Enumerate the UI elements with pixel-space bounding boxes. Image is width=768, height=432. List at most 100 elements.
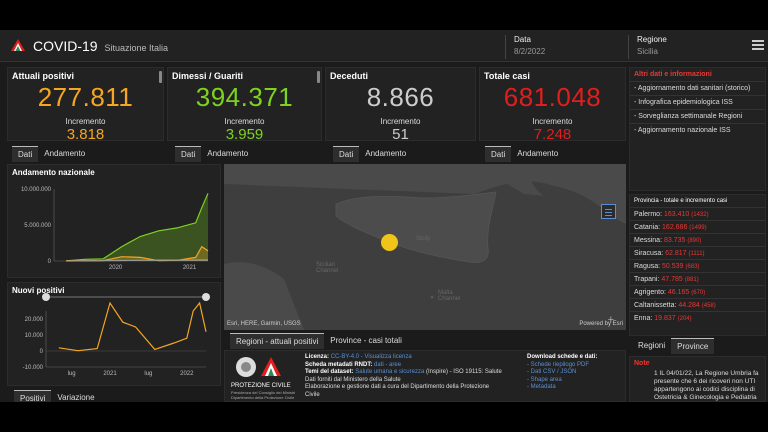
kpi-totale-casi: Totale casi 681.048 Incremento 7.248 [479,67,626,143]
tab-andamento[interactable]: Andamento [201,146,255,162]
protezione-civile-sub1: Presidenza del Consiglio dei Ministri [231,390,296,395]
link-aggiornamento-dati[interactable]: - Aggiornamento dati sanitari (storico) [630,81,765,95]
series-area [66,193,208,261]
kpi-value: 277.811 [37,82,134,112]
province-row: Trapani: 47.785 (881) [630,272,765,285]
zoom-in-button[interactable]: + [607,314,614,326]
metadati-link[interactable]: dati - aree [374,361,402,368]
tab-dati[interactable]: Dati [485,146,512,162]
tab-regioni-attuali-positivi[interactable]: Regioni - attuali positivi [230,333,325,349]
protezione-civile-sub2: Dipartimento della Protezione Civile [231,395,295,400]
map-tabs: Regioni - attuali positivi Province - ca… [230,333,408,349]
tab-andamento[interactable]: Andamento [38,146,92,162]
tab-andamento[interactable]: Andamento [511,146,565,162]
footer-info: PROTEZIONE CIVILE Presidenza del Consigl… [224,350,626,402]
download-link-metadata[interactable]: - Metadata [527,384,556,391]
tab-regioni[interactable]: Regioni [632,338,672,354]
kpi-increment: 51 [392,126,409,143]
link-infografica-iss[interactable]: - Infografica epidemiologica ISS [630,95,765,109]
scrollbar[interactable] [317,71,320,83]
tab-positivi[interactable]: Positivi [14,390,52,402]
province-title: Provincia - totale e incremento casi [634,198,728,204]
sicily-map [224,164,626,330]
province-row: Siracusa: 62.817 (1111) [630,246,765,259]
app-subtitle: Situazione Italia [104,43,169,53]
kpi-increment: 3.959 [225,126,264,143]
kpi-increment: 3.818 [66,126,105,143]
footer-line-ministero: Dati forniti dal Ministero della Salute [305,376,401,383]
footer-line-elaborazione: Elaborazione e gestione dati a cura del … [305,384,490,398]
scrollbar[interactable] [159,71,162,83]
download-link-shape[interactable]: - Shape area [527,376,562,383]
range-handle-start [42,293,50,301]
link-aggiornamento-iss[interactable]: - Aggiornamento nazionale ISS [630,123,765,137]
date-value: 8/2/2022 [514,47,546,56]
tab-dati[interactable]: Dati [12,146,39,162]
province-row: Catania: 162.686 (1499) [630,220,765,233]
x-tick-label: lug [144,371,152,377]
region-label: Regione [637,35,667,44]
y-tick-label: -10.000 [23,365,44,371]
kpi-value: 8.866 [366,82,435,112]
kpi-deceduti: Deceduti 8.866 Incremento 51 [325,67,476,143]
footer-line-metadati: Scheda metadati RNDT: dati - aree [305,361,402,368]
x-tick-label: lug [68,371,76,377]
x-tick-label: 2022 [180,371,194,377]
map-view[interactable]: Sicilian Channel Malta Channel Sicily + … [224,164,626,330]
province-list: Palermo: 163.410 (1432) Catania: 162.686 … [630,207,765,324]
province-row: Agrigento: 46.165 (670) [630,285,765,298]
series-line [58,301,207,352]
download-link-pdf[interactable]: - Schede riepilogo PDF [527,361,590,368]
region-value: Sicilia [637,47,658,56]
app-title-main: COVID-19 [33,38,98,54]
province-tabs: Regioni Province [632,338,715,354]
map-powered-by: Powered by Esri [579,321,623,327]
chart-title: Andamento nazionale [12,168,95,177]
footer-line-temi: Temi del dataset: Salute umana e sicurez… [305,369,502,376]
tab-andamento[interactable]: Andamento [359,146,413,162]
y-tick-label: 0 [48,259,52,265]
series-line [66,259,209,262]
province-row: Enna: 19.837 (204) [630,311,765,324]
kpi-increment-label: Incremento [380,117,421,126]
kpi-dimessi-guariti: Dimessi / Guariti 394.371 Incremento 3.9… [167,67,322,143]
date-selector[interactable]: Data 8/2/2022 [505,35,625,59]
footer-line-licenza: Licenza: CC-BY-4.0 - Visualizza licenza [305,354,412,360]
province-row: Messina: 83.735 (890) [630,233,765,246]
footer-license-text: Licenza: CC-BY-4.0 - Visualizza licenza … [305,354,505,400]
province-row: Caltanissetta: 44.284 (458) [630,298,765,311]
tab-province[interactable]: Province [671,338,715,354]
temi-link[interactable]: Salute umana e sicurezza [355,369,425,376]
tab-province-casi-totali[interactable]: Province - casi totali [324,333,408,349]
y-tick-label: 20.000 [25,317,44,323]
download-section: Download schede e dati: - Schede riepilo… [527,354,623,392]
kpi-tabs-totale: Dati Andamento [485,146,565,162]
link-sorveglianza-regioni[interactable]: - Sorveglianza settimanale Regioni [630,109,765,123]
y-tick-label: 10.000 [25,333,44,339]
province-row: Ragusa: 50.539 (683) [630,259,765,272]
chart-andamento-nazionale: Andamento nazionale 10.000.000 5.000.000 0… [7,164,221,278]
download-link-csv[interactable]: - Dati CSV / JSON [527,369,577,376]
range-handle-end [202,293,210,301]
tab-dati[interactable]: Dati [333,146,360,162]
protezione-civile-logo-icon [236,357,281,377]
map-marker-sicilia[interactable] [381,234,398,251]
note-text: 1 IL 04/01/22, La Regione Umbria fa pres… [654,370,759,401]
tab-variazione[interactable]: Variazione [51,390,101,402]
kpi-increment-label: Incremento [65,117,106,126]
licenza-link[interactable]: CC-BY-4.0 - Visualizza licenza [330,354,412,360]
date-label: Data [514,35,531,44]
province-panel: Provincia - totale e incremento casi Pal… [629,194,766,336]
tab-dati[interactable]: Dati [175,146,202,162]
legend-toggle-icon[interactable] [601,204,616,219]
region-selector[interactable]: Regione Sicilia [628,35,750,59]
map-attribution: Esri, HERE, Garmin, USGS [227,321,301,327]
kpi-attuali-positivi: Attuali positivi 277.811 Incremento 3.81… [7,67,164,143]
map-label-sicilian-channel: Sicilian Channel [316,262,339,274]
covid-logo-icon [11,39,25,51]
note-panel: Note 1 IL 04/01/22, La Regione Umbria fa… [629,356,766,402]
kpi-title: Dimessi / Guariti [172,71,244,81]
x-tick-label: 2021 [103,371,117,377]
chart-tabs: Positivi Variazione [14,390,101,402]
hamburger-menu-icon[interactable] [752,40,764,50]
